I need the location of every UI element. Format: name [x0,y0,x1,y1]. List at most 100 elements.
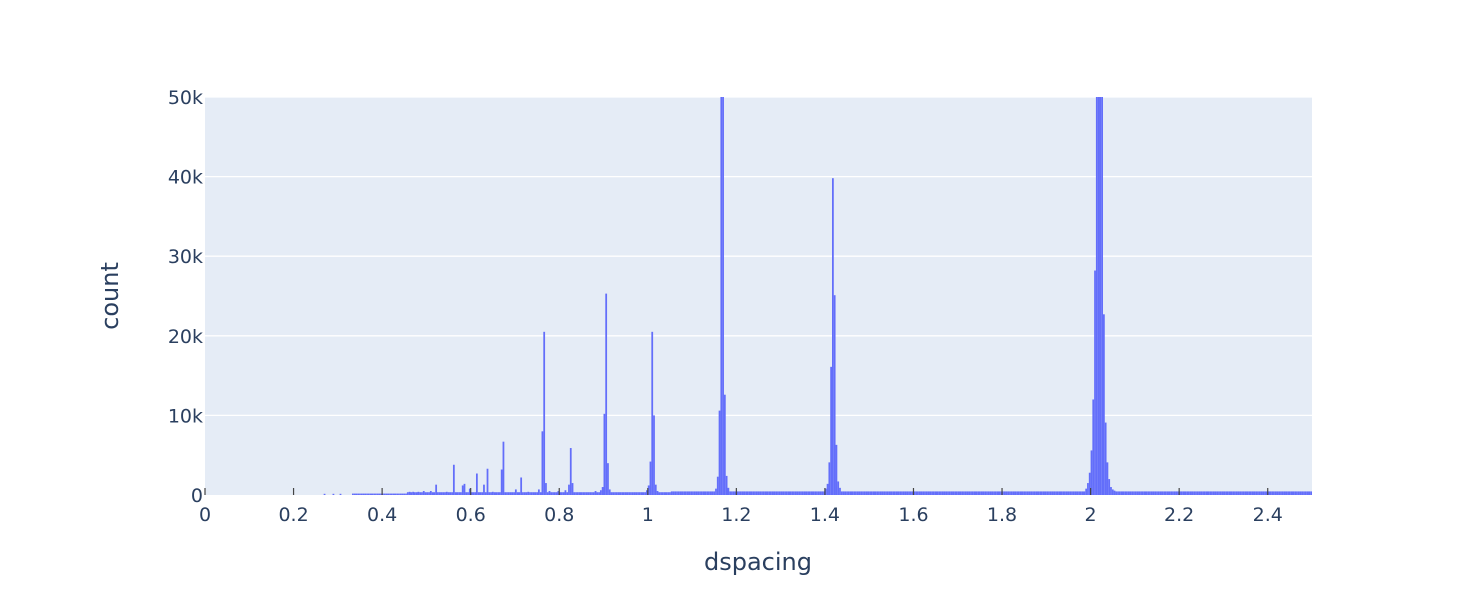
histogram-bar [853,491,856,495]
histogram-bar [410,492,413,495]
histogram-bar [955,491,958,495]
histogram-bar [1235,491,1238,495]
histogram-bar [808,491,811,495]
histogram-bar [787,491,790,495]
histogram-bar [1085,488,1088,495]
histogram-bar [460,492,462,495]
histogram-bar [449,492,452,495]
histogram-bar [732,491,735,495]
histogram-bar [661,492,664,495]
histogram-bar [731,491,733,495]
histogram-bar [1179,491,1181,495]
histogram-bar [559,492,562,495]
y-axis-ticks: 0 10k 20k 30k 40k 50k [168,87,203,507]
histogram-bar [569,448,572,495]
histogram-bar [472,492,475,495]
histogram-bar [332,493,335,495]
histogram-bar [1267,491,1270,495]
histogram-bar [1225,491,1227,495]
histogram-bar [886,491,889,495]
histogram-bar [355,493,358,495]
histogram-bar [984,491,987,495]
histogram-bar [1301,491,1304,495]
histogram-bar [1083,491,1086,495]
histogram-bar [801,491,804,495]
histogram-bar [615,492,618,495]
histogram-bar [396,493,399,495]
histogram-bar [474,492,476,495]
x-tick-label: 1.4 [810,504,840,526]
histogram-bar [963,491,965,495]
histogram-bar [1173,491,1176,495]
histogram-bar [599,490,602,495]
histogram-bar [950,491,953,495]
histogram-bar [835,444,838,495]
histogram-bar [902,491,905,495]
histogram-bar [708,491,710,495]
histogram-bar [1310,491,1312,495]
histogram-bar [1264,491,1266,495]
histogram-bar [959,491,962,495]
histogram-bar [918,491,921,495]
histogram-bar [571,483,574,495]
histogram-bar [621,492,624,495]
histogram-bar [860,491,863,495]
y-tick-label: 10k [168,405,203,427]
histogram-bar [697,491,700,495]
histogram-bar [557,491,560,495]
histogram-bar [382,493,384,495]
histogram-bar [479,492,482,495]
histogram-bar [924,491,926,495]
histogram-bar [564,490,567,495]
histogram-bar [1285,491,1288,495]
histogram-bar [690,491,693,495]
histogram-bar [720,97,723,495]
histogram-bar [702,491,705,495]
histogram-bar [957,491,960,495]
histogram-bar [626,492,629,495]
histogram-bar [663,492,666,495]
histogram-bar [383,493,386,495]
histogram-bar [415,492,418,495]
x-tick-label: 1.8 [987,504,1017,526]
histogram-bar [451,492,453,495]
histogram-bar [736,491,739,495]
histogram-bar [539,492,542,495]
histogram-bar [824,488,827,495]
histogram-bar [1157,491,1160,495]
histogram-bar [672,491,675,495]
histogram-bar [975,491,978,495]
histogram-bar [646,490,648,495]
histogram-bar [706,491,709,495]
histogram-bar [913,491,916,495]
histogram-bar [1115,491,1118,495]
histogram-bar [1198,491,1201,495]
histogram-bar [1041,491,1043,495]
histogram-bar [1143,491,1146,495]
histogram-bar [1108,479,1111,495]
histogram-bar [1230,491,1233,495]
histogram-bar [879,491,882,495]
histogram-bar [805,491,808,495]
histogram-bar [964,491,967,495]
histogram-bar [576,492,579,495]
histogram-bar [527,491,530,495]
histogram-bar [380,493,383,495]
histogram-bar [872,491,875,495]
histogram-bar [785,491,788,495]
histogram-bar [1071,491,1073,495]
histogram-bar [493,492,496,495]
histogram-bar [945,491,948,495]
histogram-bar [399,493,402,495]
histogram-bar [445,491,448,495]
histogram-bar [743,491,746,495]
histogram-bar [1042,491,1045,495]
histogram-bar [777,491,779,495]
histogram-bar [752,491,755,495]
x-tick-label: 0.6 [456,504,486,526]
histogram-bar [947,491,949,495]
histogram-bar [373,493,376,495]
histogram-bar [1081,491,1084,495]
histogram-bar [424,492,427,495]
histogram-bar [366,493,368,495]
